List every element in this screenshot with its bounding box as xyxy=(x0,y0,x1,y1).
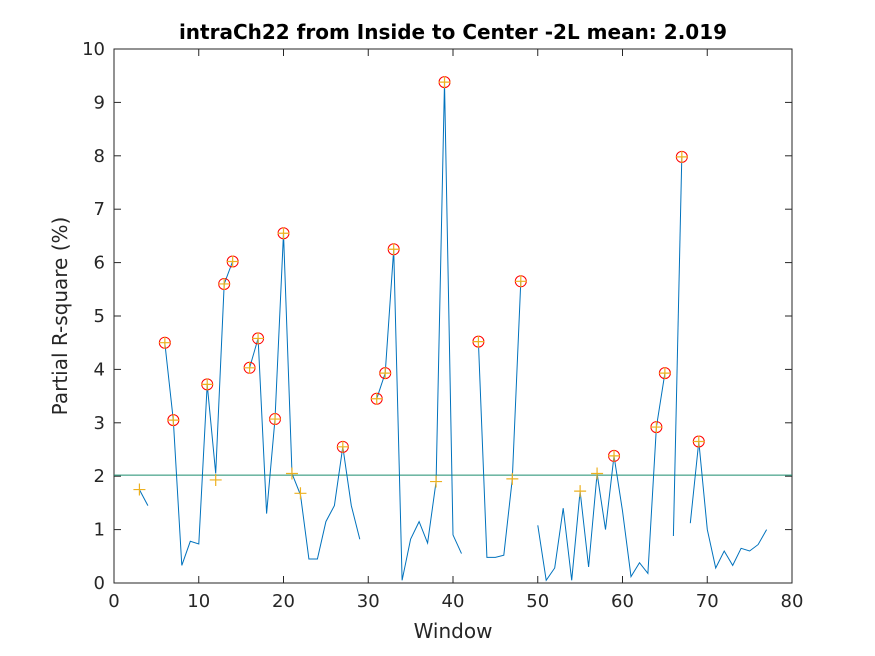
plus-marker xyxy=(387,243,400,256)
plus-marker xyxy=(285,467,298,480)
y-tick-label: 1 xyxy=(94,520,105,541)
plus-marker xyxy=(218,277,231,290)
line-segment xyxy=(138,489,149,506)
plus-marker xyxy=(574,485,587,498)
line-segment xyxy=(164,261,234,566)
plus-marker xyxy=(472,335,485,348)
y-tick-label: 4 xyxy=(94,359,105,380)
y-tick-label: 2 xyxy=(94,466,105,487)
y-tick-label: 0 xyxy=(94,573,105,594)
line-segment xyxy=(689,441,768,570)
plus-marker xyxy=(608,449,621,462)
plus-marker xyxy=(438,76,451,89)
line-segment xyxy=(249,233,361,560)
plus-markers xyxy=(133,76,705,500)
y-tick-label: 9 xyxy=(94,92,105,113)
plus-marker xyxy=(167,414,180,427)
x-tick-label: 70 xyxy=(696,591,719,612)
y-tick-label: 6 xyxy=(94,253,105,274)
plus-marker xyxy=(133,483,146,496)
plus-marker xyxy=(514,275,527,288)
plot-area xyxy=(113,48,793,584)
x-tick-label: 40 xyxy=(442,591,465,612)
y-tick-label: 10 xyxy=(82,39,105,60)
x-axis-label: Window xyxy=(414,619,493,643)
plus-marker xyxy=(252,332,265,345)
x-tick-label: 10 xyxy=(187,591,210,612)
y-axis-label: Partial R-square (%) xyxy=(48,217,72,416)
x-tick-label: 0 xyxy=(108,591,119,612)
x-tick-label: 50 xyxy=(526,591,549,612)
plus-marker xyxy=(430,475,443,488)
plus-marker xyxy=(650,421,663,434)
plus-marker xyxy=(336,440,349,453)
plus-marker xyxy=(692,435,705,448)
line-segment xyxy=(672,156,683,537)
x-tick-label: 60 xyxy=(611,591,634,612)
plus-marker xyxy=(201,378,214,391)
line-segment xyxy=(537,373,666,582)
line-segment xyxy=(376,82,462,581)
y-tick-label: 7 xyxy=(94,199,105,220)
x-tick-label: 20 xyxy=(272,591,295,612)
plus-marker xyxy=(506,472,519,485)
plus-marker xyxy=(226,255,239,268)
plus-marker xyxy=(243,361,256,374)
plus-marker xyxy=(277,227,290,240)
plus-marker xyxy=(591,467,604,480)
y-tick-label: 3 xyxy=(94,413,105,434)
plus-marker xyxy=(379,367,392,380)
plus-marker xyxy=(269,413,282,426)
plus-marker xyxy=(675,150,688,163)
y-tick-label: 8 xyxy=(94,146,105,167)
x-tick-label: 80 xyxy=(781,591,804,612)
y-tick-label: 5 xyxy=(94,306,105,327)
plus-marker xyxy=(658,367,671,380)
chart-title: intraCh22 from Inside to Center -2L mean… xyxy=(179,20,727,44)
x-tick-label: 30 xyxy=(357,591,380,612)
line-segment xyxy=(477,281,522,558)
series-line xyxy=(138,82,768,582)
plus-marker xyxy=(370,392,383,405)
plus-marker xyxy=(158,336,171,349)
axis-ticks xyxy=(113,48,793,584)
plus-marker xyxy=(294,487,307,500)
tick-labels: 0 10 20 30 40 50 60 70 80 0 1 2 3 4 5 6 7 8 9 10 xyxy=(82,39,803,612)
plus-marker xyxy=(209,473,222,486)
